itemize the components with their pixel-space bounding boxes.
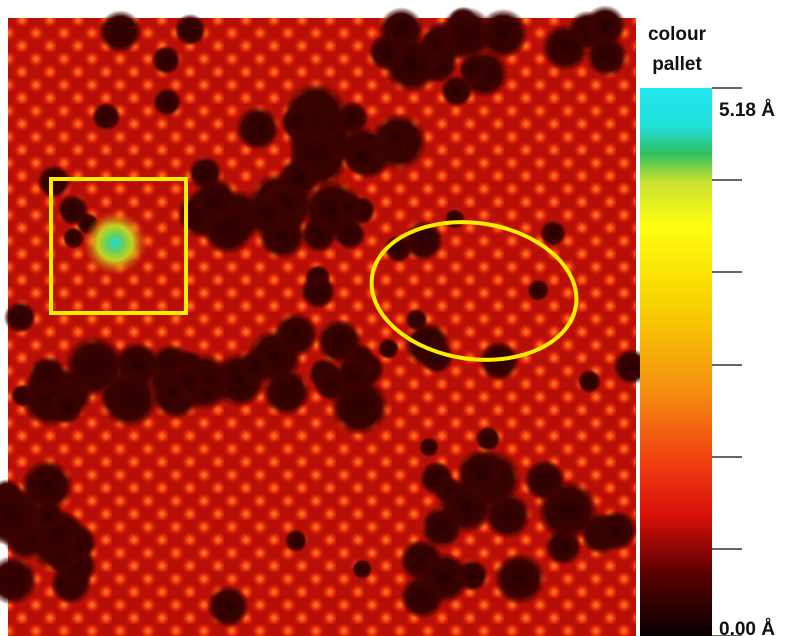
dark-spot [494, 553, 546, 605]
dark-spot [174, 14, 207, 47]
dark-spot [545, 528, 583, 566]
dark-spot [246, 193, 289, 236]
colorbar-tick-label: 0.00 Å [719, 619, 775, 636]
dark-spot [263, 368, 311, 416]
dark-spot [316, 318, 362, 364]
dark-spot [300, 274, 335, 309]
dark-spot [335, 192, 364, 221]
dark-spot [330, 377, 389, 436]
dark-spot [527, 279, 549, 301]
dark-spot [278, 157, 320, 199]
adatom [83, 211, 147, 275]
dark-spot [478, 8, 529, 59]
dark-spot [188, 156, 223, 191]
colorbar-minor-ticks [712, 180, 742, 549]
figure: 5.18 Å 0.00 Å [0, 0, 799, 636]
dark-spot [11, 384, 34, 407]
dark-spot [157, 377, 189, 409]
dark-spot [419, 461, 454, 496]
dark-spot [584, 5, 627, 48]
dark-spot [195, 382, 217, 404]
dark-spot [285, 529, 308, 552]
dark-spot [379, 121, 408, 150]
dark-spot [541, 23, 589, 71]
dark-spot [445, 208, 466, 229]
dark-spot [28, 356, 69, 397]
dark-spot [368, 33, 406, 71]
dark-spot [333, 217, 366, 250]
dark-spot [459, 54, 490, 85]
dark-spot [37, 165, 71, 199]
dark-spot [343, 139, 379, 175]
page: 5.18 Å0.00 Å colour pallet (() => { cons… [0, 0, 799, 636]
dark-spot [151, 45, 181, 75]
colorbar-tick-label: 5.18 Å [719, 100, 775, 121]
dark-spot [419, 437, 439, 457]
dark-spot [456, 449, 506, 499]
dark-spot [540, 220, 567, 247]
dark-spot [207, 585, 250, 628]
dark-spot [99, 10, 143, 54]
dark-spot [475, 426, 501, 452]
dark-spot [100, 369, 159, 428]
dark-spot [153, 87, 182, 116]
dark-spot [456, 559, 489, 592]
dark-spot [235, 106, 280, 151]
colorbar [640, 88, 712, 636]
dark-spot [577, 369, 601, 393]
dark-spot [378, 338, 399, 359]
dark-spot [281, 106, 315, 140]
dark-spot [400, 575, 444, 619]
dark-spot [596, 510, 637, 551]
dark-spot [352, 559, 373, 580]
dark-spot [405, 309, 428, 332]
dark-spot [4, 301, 37, 334]
colorbar-title: colour pallet [644, 20, 710, 80]
dark-spot [301, 217, 337, 253]
dark-spot [274, 312, 319, 357]
dark-spot [484, 492, 531, 539]
dark-spot [92, 102, 121, 131]
